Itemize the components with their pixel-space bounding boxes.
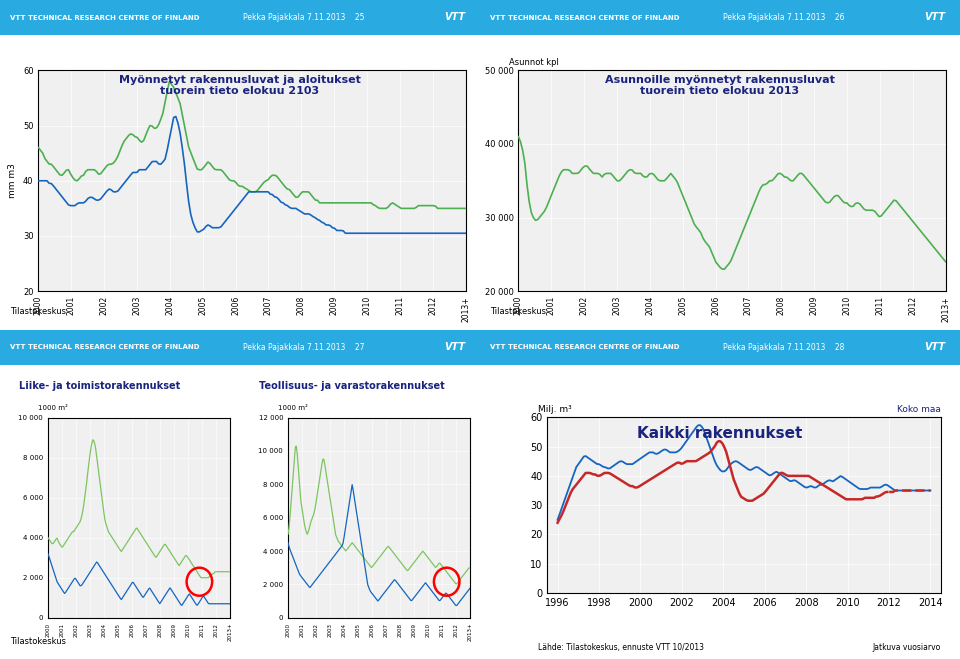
Text: VTT TECHNICAL RESEARCH CENTRE OF FINLAND: VTT TECHNICAL RESEARCH CENTRE OF FINLAND xyxy=(10,14,199,20)
Text: Liike- ja toimistorakennukset: Liike- ja toimistorakennukset xyxy=(19,381,180,391)
Text: Pekka Pajakkala 7.11.2013    26: Pekka Pajakkala 7.11.2013 26 xyxy=(723,13,845,22)
Legend: Myönnetyt rakennusluvat, Aloitetut rakennukset: Myönnetyt rakennusluvat, Aloitetut raken… xyxy=(42,339,288,354)
Text: Pekka Pajakkala 7.11.2013    28: Pekka Pajakkala 7.11.2013 28 xyxy=(724,343,845,351)
Text: VTT: VTT xyxy=(924,342,946,352)
Text: Asunnoille myönnetyt rakennusluvat
tuorein tieto elokuu 2013: Asunnoille myönnetyt rakennusluvat tuore… xyxy=(605,74,835,96)
Text: Lähde: Tilastokeskus, ennuste VTT 10/2013: Lähde: Tilastokeskus, ennuste VTT 10/201… xyxy=(538,643,704,652)
Text: Koko maa: Koko maa xyxy=(897,405,941,414)
Text: VTT: VTT xyxy=(444,342,466,352)
Text: Milj. m³: Milj. m³ xyxy=(538,405,571,414)
Text: 1000 m²: 1000 m² xyxy=(278,405,308,411)
Text: Tilastokeskus: Tilastokeskus xyxy=(10,637,65,646)
Text: VTT TECHNICAL RESEARCH CENTRE OF FINLAND: VTT TECHNICAL RESEARCH CENTRE OF FINLAND xyxy=(490,344,679,350)
Text: Teollisuus- ja varastorakennukset: Teollisuus- ja varastorakennukset xyxy=(259,381,444,391)
Text: Tilastokeskus: Tilastokeskus xyxy=(490,307,545,316)
Text: Asunnot kpl: Asunnot kpl xyxy=(509,58,559,67)
Text: VTT: VTT xyxy=(924,13,946,22)
Text: VTT: VTT xyxy=(444,13,466,22)
Text: VTT TECHNICAL RESEARCH CENTRE OF FINLAND: VTT TECHNICAL RESEARCH CENTRE OF FINLAND xyxy=(10,344,199,350)
Text: Pekka Pajakkala 7.11.2013    25: Pekka Pajakkala 7.11.2013 25 xyxy=(243,13,365,22)
Text: VTT TECHNICAL RESEARCH CENTRE OF FINLAND: VTT TECHNICAL RESEARCH CENTRE OF FINLAND xyxy=(490,14,679,20)
Text: Myönnetyt rakennusluvat ja aloitukset
tuorein tieto elokuu 2103: Myönnetyt rakennusluvat ja aloitukset tu… xyxy=(119,74,361,96)
Text: 1000 m²: 1000 m² xyxy=(38,405,68,411)
Y-axis label: mm m3: mm m3 xyxy=(9,163,17,198)
Text: Pekka Pajakkala 7.11.2013    27: Pekka Pajakkala 7.11.2013 27 xyxy=(243,343,365,351)
Text: Jatkuva vuosiarvo: Jatkuva vuosiarvo xyxy=(873,643,941,652)
Text: Tilastokeskus: Tilastokeskus xyxy=(10,307,65,316)
Text: Kaikki rakennukset: Kaikki rakennukset xyxy=(637,426,803,441)
